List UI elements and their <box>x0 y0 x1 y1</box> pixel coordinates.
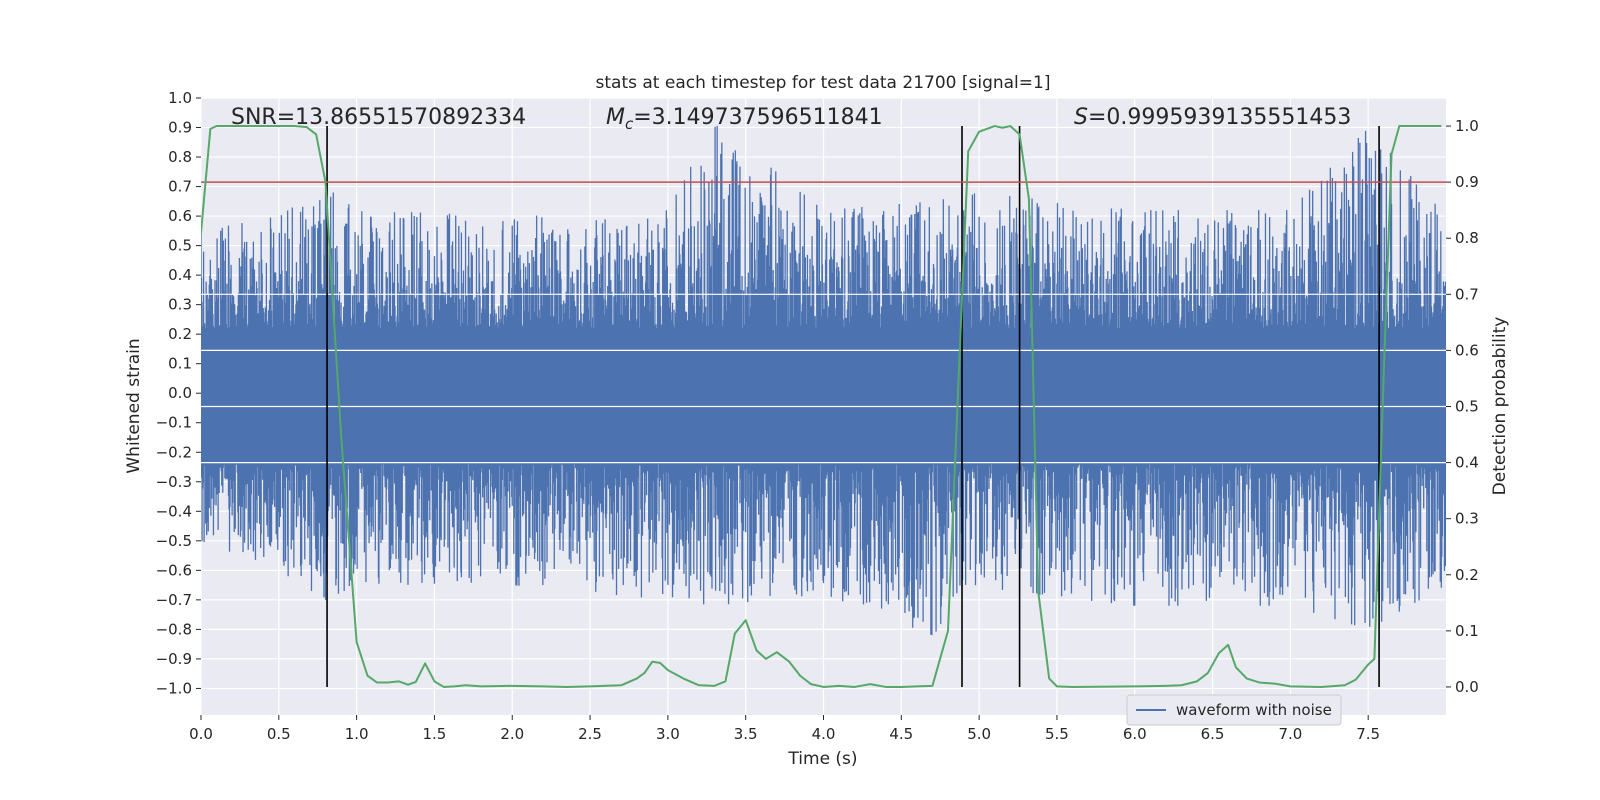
x-tick-label: 5.0 <box>967 725 991 743</box>
s-value: =0.9995939135551453 <box>1088 105 1351 130</box>
chirp-mass-subscript: c <box>625 115 634 133</box>
y-tick-label-left: 0.5 <box>168 237 192 255</box>
y-tick-label-left: −1.0 <box>156 679 192 697</box>
y-tick-label-right: 0.7 <box>1455 285 1479 303</box>
y-tick-label-right: 0.6 <box>1455 341 1479 359</box>
legend-entry-waveform: waveform with noise <box>1176 701 1332 719</box>
y-tick-label-left: 0.6 <box>168 207 192 225</box>
chirp-mass-annotation: Mc=3.149737596511841 <box>606 105 883 133</box>
x-axis-label: Time (s) <box>787 749 857 769</box>
x-tick-label: 7.0 <box>1278 725 1302 743</box>
waveform-core <box>201 345 1446 453</box>
y-tick-label-left: 0.7 <box>168 178 192 196</box>
y-tick-label-left: −0.9 <box>156 650 192 668</box>
waveform-series <box>201 125 1446 636</box>
y-tick-label-right: 0.2 <box>1455 566 1479 584</box>
y-tick-label-left: −0.3 <box>156 473 192 491</box>
chirp-mass-value: =3.149737596511841 <box>633 105 882 130</box>
x-tick-label: 1.0 <box>345 725 369 743</box>
x-tick-label: 6.0 <box>1123 725 1147 743</box>
y-ticks-left: 1.0 0.9 0.8 0.7 0.6 0.5 0.4 0.3 0.2 0.1 0.0 −0.1 −0.… <box>156 89 201 697</box>
x-tick-label: 0.0 <box>189 725 213 743</box>
x-tick-label: 0.5 <box>267 725 291 743</box>
chart-title: stats at each timestep for test data 217… <box>596 73 1051 93</box>
chirp-mass-symbol: M <box>606 105 625 130</box>
y-tick-label-left: 0.2 <box>168 325 192 343</box>
y-tick-label-left: −0.2 <box>156 443 192 461</box>
y-tick-label-right: 0.4 <box>1455 454 1479 472</box>
y-tick-label-left: 1.0 <box>168 89 192 107</box>
x-tick-label: 4.0 <box>812 725 836 743</box>
x-tick-label: 3.0 <box>656 725 680 743</box>
x-tick-label: 3.5 <box>734 725 758 743</box>
y-tick-label-left: 0.8 <box>168 148 192 166</box>
y-axis-label-right: Detection probability <box>1490 317 1510 496</box>
x-tick-label: 2.0 <box>500 725 524 743</box>
y-tick-label-left: −0.6 <box>156 561 192 579</box>
s-annotation: S=0.9995939135551453 <box>1074 105 1351 130</box>
y-axis-label-left: Whitened strain <box>124 338 144 473</box>
y-tick-label-right: 0.0 <box>1455 678 1479 696</box>
snr-annotation: SNR=13.86551570892334 <box>231 105 526 130</box>
probability-series <box>201 125 1442 688</box>
y-tick-label-right: 0.3 <box>1455 510 1479 528</box>
y-tick-label-right: 1.0 <box>1455 117 1479 135</box>
y-tick-label-right: 0.8 <box>1455 229 1479 247</box>
x-tick-label: 4.5 <box>889 725 913 743</box>
y-tick-label-right: 0.9 <box>1455 173 1479 191</box>
y-tick-label-left: 0.1 <box>168 355 192 373</box>
y-tick-label-left: 0.4 <box>168 266 192 284</box>
y-tick-label-left: −0.1 <box>156 414 192 432</box>
legend-box <box>1126 694 1342 726</box>
y-tick-label-left: −0.7 <box>156 591 192 609</box>
y-tick-label-right: 0.5 <box>1455 398 1479 416</box>
y-tick-label-left: 0.3 <box>168 296 192 314</box>
y-tick-label-left: −0.5 <box>156 532 192 550</box>
y-tick-label-left: 0.9 <box>168 119 192 137</box>
x-tick-label: 1.5 <box>423 725 447 743</box>
s-symbol: S <box>1074 105 1088 130</box>
x-tick-label: 6.5 <box>1201 725 1225 743</box>
y-tick-label-left: 0.0 <box>168 384 192 402</box>
x-ticks: 0.0 0.5 1.0 1.5 2.0 2.5 3.0 3.5 4.0 4.5 5.0 5.5 6.0 6… <box>189 715 1380 743</box>
y-ticks-right: 1.0 0.9 0.8 0.7 0.6 0.5 0.4 0.3 0.2 0.1 0.0 <box>1446 117 1479 696</box>
y-tick-label-right: 0.1 <box>1455 622 1479 640</box>
y-tick-label-left: −0.8 <box>156 620 192 638</box>
legend: waveform with noise <box>1126 694 1342 726</box>
x-tick-label: 5.5 <box>1045 725 1069 743</box>
y-tick-label-left: −0.4 <box>156 502 192 520</box>
probability-line <box>201 125 1442 688</box>
x-tick-label: 7.5 <box>1356 725 1380 743</box>
x-tick-label: 2.5 <box>578 725 602 743</box>
